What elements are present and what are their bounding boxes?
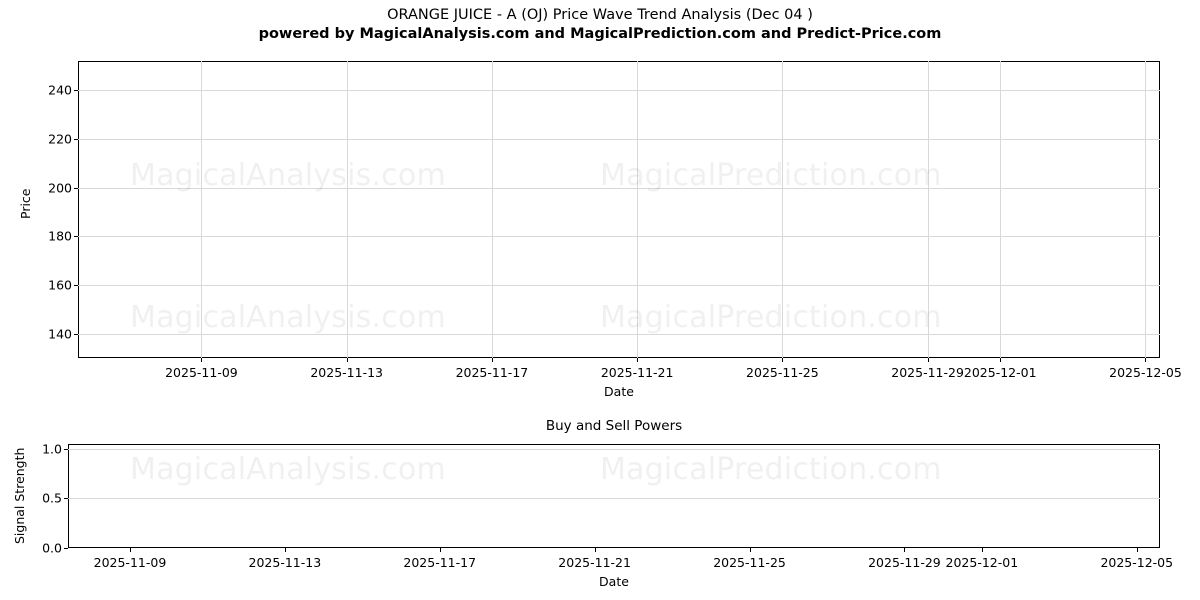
x-tick-label: 2025-11-25 <box>713 555 786 570</box>
y-tick <box>74 285 78 286</box>
x-gridline <box>928 61 929 358</box>
buy-sell-section-title: Buy and Sell Powers <box>546 418 682 434</box>
x-tick-label: 2025-11-29 <box>868 555 941 570</box>
y-axis-title: Price <box>18 189 33 220</box>
x-tick <box>928 358 929 362</box>
buy-sell-powers-chart <box>68 444 1160 548</box>
x-tick-label: 2025-11-21 <box>558 555 631 570</box>
y-gridline <box>78 90 1160 91</box>
x-tick <box>1137 548 1138 552</box>
y-axis-title: Signal Strength <box>12 448 27 544</box>
x-gridline <box>492 61 493 358</box>
y-tick <box>74 188 78 189</box>
x-tick <box>595 548 596 552</box>
y-tick-label: 240 <box>40 83 72 98</box>
x-tick <box>492 358 493 362</box>
x-tick-label: 2025-11-17 <box>403 555 476 570</box>
y-gridline <box>68 498 1160 499</box>
y-tick <box>64 449 68 450</box>
x-axis-title: Date <box>599 574 629 589</box>
y-gridline <box>78 285 1160 286</box>
y-tick-label: 0.0 <box>30 541 62 556</box>
y-tick-label: 160 <box>40 277 72 292</box>
buy-sell-axes-frame <box>68 444 1160 548</box>
y-tick-label: 180 <box>40 229 72 244</box>
y-tick <box>74 334 78 335</box>
price-wave-chart <box>78 61 1160 358</box>
title-block: ORANGE JUICE - A (OJ) Price Wave Trend A… <box>0 6 1200 44</box>
x-tick-label: 2025-11-13 <box>249 555 322 570</box>
x-tick <box>750 548 751 552</box>
x-axis-title: Date <box>604 384 634 399</box>
x-tick <box>782 358 783 362</box>
x-tick-label: 2025-12-05 <box>1109 365 1182 380</box>
x-tick <box>285 548 286 552</box>
y-tick <box>64 498 68 499</box>
y-tick <box>64 548 68 549</box>
x-tick-label: 2025-11-13 <box>310 365 383 380</box>
x-tick <box>347 358 348 362</box>
x-tick <box>1145 358 1146 362</box>
x-tick <box>130 548 131 552</box>
x-tick <box>904 548 905 552</box>
y-tick-label: 200 <box>40 180 72 195</box>
x-tick <box>440 548 441 552</box>
x-tick-label: 2025-11-09 <box>94 555 167 570</box>
x-gridline <box>347 61 348 358</box>
x-tick-label: 2025-12-01 <box>946 555 1019 570</box>
y-tick <box>74 90 78 91</box>
x-tick <box>1000 358 1001 362</box>
x-gridline <box>782 61 783 358</box>
y-tick <box>74 236 78 237</box>
x-tick-label: 2025-11-21 <box>601 365 674 380</box>
page-subtitle: powered by MagicalAnalysis.com and Magic… <box>0 25 1200 44</box>
y-tick <box>74 139 78 140</box>
x-tick <box>982 548 983 552</box>
y-gridline <box>78 236 1160 237</box>
x-gridline <box>1000 61 1001 358</box>
x-tick-label: 2025-12-05 <box>1100 555 1173 570</box>
x-tick <box>637 358 638 362</box>
x-gridline <box>637 61 638 358</box>
y-gridline <box>68 449 1160 450</box>
y-tick-label: 140 <box>40 326 72 341</box>
x-gridline <box>201 61 202 358</box>
price-wave-axes-frame <box>78 61 1160 358</box>
x-tick <box>201 358 202 362</box>
y-gridline <box>78 188 1160 189</box>
chart-page: ORANGE JUICE - A (OJ) Price Wave Trend A… <box>0 0 1200 600</box>
x-tick-label: 2025-11-09 <box>165 365 238 380</box>
y-tick-label: 0.5 <box>30 491 62 506</box>
x-tick-label: 2025-11-29 <box>891 365 964 380</box>
y-gridline <box>78 334 1160 335</box>
x-tick-label: 2025-12-01 <box>964 365 1037 380</box>
y-gridline <box>78 139 1160 140</box>
page-title: ORANGE JUICE - A (OJ) Price Wave Trend A… <box>0 6 1200 25</box>
y-tick-label: 220 <box>40 131 72 146</box>
y-tick-label: 1.0 <box>30 441 62 456</box>
x-gridline <box>1145 61 1146 358</box>
x-tick-label: 2025-11-17 <box>456 365 529 380</box>
x-tick-label: 2025-11-25 <box>746 365 819 380</box>
